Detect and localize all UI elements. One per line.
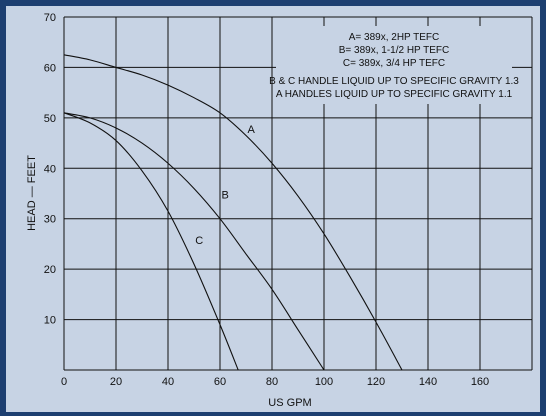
y-tick-label: 50 <box>44 113 56 125</box>
y-tick-label: 60 <box>44 62 56 74</box>
x-tick-label: 120 <box>367 376 385 388</box>
x-tick-label: 100 <box>315 376 333 388</box>
curve-label-c: C <box>195 235 203 247</box>
x-tick-label: 80 <box>266 376 278 388</box>
curve-labels: A B C <box>195 124 255 247</box>
x-axis-label: US GPM <box>268 397 311 409</box>
legend-line-c: C= 389x, 3/4 HP TEFC <box>343 58 445 69</box>
x-tick-label: 60 <box>214 376 226 388</box>
curve-a <box>63 54 403 371</box>
y-tick-label: 70 <box>44 12 56 24</box>
legend: A= 389x, 2HP TEFC B= 389x, 1-1/2 HP TEFC… <box>269 26 519 104</box>
x-tick-label: 0 <box>61 376 67 388</box>
legend-note-2: A HANDLES LIQUID UP TO SPECIFIC GRAVITY … <box>276 89 513 100</box>
tick-labels: 0 20 40 60 80 100 120 140 160 10 20 30 40 50 60 70 <box>44 12 489 388</box>
y-axis-label: HEAD — FEET <box>26 155 38 231</box>
x-tick-label: 160 <box>471 376 489 388</box>
curve-c <box>63 112 239 371</box>
x-tick-label: 140 <box>419 376 437 388</box>
x-tick-label: 20 <box>110 376 122 388</box>
curve-label-a: A <box>248 124 256 136</box>
curves <box>63 54 403 371</box>
y-tick-label: 10 <box>44 315 56 327</box>
legend-background <box>276 26 512 104</box>
y-tick-label: 20 <box>44 264 56 276</box>
legend-line-b: B= 389x, 1-1/2 HP TEFC <box>339 45 450 56</box>
curve-label-b: B <box>222 190 229 202</box>
x-tick-label: 40 <box>162 376 174 388</box>
legend-line-a: A= 389x, 2HP TEFC <box>349 32 440 43</box>
y-tick-label: 30 <box>44 214 56 226</box>
legend-note-1: B & C HANDLE LIQUID UP TO SPECIFIC GRAVI… <box>269 76 519 87</box>
curve-b <box>63 112 325 371</box>
y-tick-label: 40 <box>44 163 56 175</box>
